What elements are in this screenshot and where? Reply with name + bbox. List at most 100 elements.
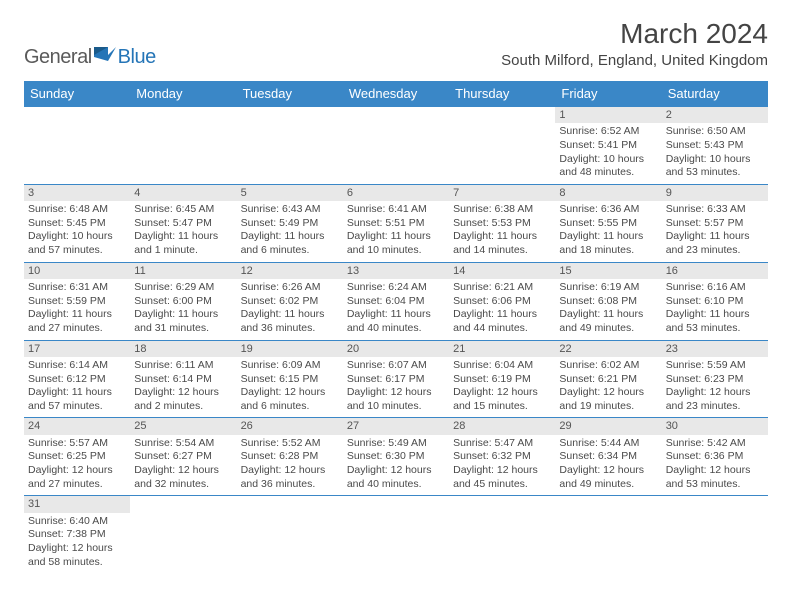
sunset-text: Sunset: 6:30 PM <box>347 450 445 464</box>
day-number: 20 <box>343 341 449 357</box>
page-header: General Blue March 2024 South Milford, E… <box>0 0 792 73</box>
day-details: Sunrise: 5:52 AMSunset: 6:28 PMDaylight:… <box>237 435 343 496</box>
day-number: 25 <box>130 418 236 434</box>
day-details: Sunrise: 6:16 AMSunset: 6:10 PMDaylight:… <box>662 279 768 340</box>
daylight-text: Daylight: 10 hours and 53 minutes. <box>666 153 764 180</box>
day-details: Sunrise: 6:11 AMSunset: 6:14 PMDaylight:… <box>130 357 236 418</box>
day-number: 21 <box>449 341 555 357</box>
day-details: Sunrise: 5:54 AMSunset: 6:27 PMDaylight:… <box>130 435 236 496</box>
day-details: Sunrise: 5:44 AMSunset: 6:34 PMDaylight:… <box>555 435 661 496</box>
calendar-cell: 15Sunrise: 6:19 AMSunset: 6:08 PMDayligh… <box>555 262 661 340</box>
calendar-cell <box>449 496 555 573</box>
day-number: 19 <box>237 341 343 357</box>
calendar-cell: 24Sunrise: 5:57 AMSunset: 6:25 PMDayligh… <box>24 418 130 496</box>
sunrise-text: Sunrise: 6:36 AM <box>559 203 657 217</box>
day-number: 18 <box>130 341 236 357</box>
sunrise-text: Sunrise: 6:24 AM <box>347 281 445 295</box>
calendar-head: SundayMondayTuesdayWednesdayThursdayFrid… <box>24 81 768 107</box>
sunset-text: Sunset: 5:51 PM <box>347 217 445 231</box>
day-number: 2 <box>662 107 768 123</box>
sunrise-text: Sunrise: 6:31 AM <box>28 281 126 295</box>
calendar-cell: 19Sunrise: 6:09 AMSunset: 6:15 PMDayligh… <box>237 340 343 418</box>
calendar-cell: 25Sunrise: 5:54 AMSunset: 6:27 PMDayligh… <box>130 418 236 496</box>
calendar-cell: 7Sunrise: 6:38 AMSunset: 5:53 PMDaylight… <box>449 184 555 262</box>
day-number: 31 <box>24 496 130 512</box>
calendar-body: 1Sunrise: 6:52 AMSunset: 5:41 PMDaylight… <box>24 107 768 574</box>
sunset-text: Sunset: 6:08 PM <box>559 295 657 309</box>
calendar-cell: 28Sunrise: 5:47 AMSunset: 6:32 PMDayligh… <box>449 418 555 496</box>
daylight-text: Daylight: 10 hours and 48 minutes. <box>559 153 657 180</box>
day-number: 22 <box>555 341 661 357</box>
calendar-cell: 27 Sunrise: 5:49 AMSunset: 6:30 PMDayligh… <box>343 418 449 496</box>
calendar-row: 1Sunrise: 6:52 AMSunset: 5:41 PMDaylight… <box>24 107 768 185</box>
day-number: 12 <box>237 263 343 279</box>
sunrise-text: Sunrise: 6:45 AM <box>134 203 232 217</box>
day-number: 5 <box>237 185 343 201</box>
calendar-cell: 14Sunrise: 6:21 AMSunset: 6:06 PMDayligh… <box>449 262 555 340</box>
day-number: 24 <box>24 418 130 434</box>
calendar-cell: 21Sunrise: 6:04 AMSunset: 6:19 PMDayligh… <box>449 340 555 418</box>
day-number: 8 <box>555 185 661 201</box>
calendar-row: 31Sunrise: 6:40 AMSunset: 7:38 PMDayligh… <box>24 496 768 573</box>
daylight-text: Daylight: 11 hours and 53 minutes. <box>666 308 764 335</box>
sunset-text: Sunset: 6:34 PM <box>559 450 657 464</box>
calendar-cell: 29Sunrise: 5:44 AMSunset: 6:34 PMDayligh… <box>555 418 661 496</box>
calendar-row: 17Sunrise: 6:14 AMSunset: 6:12 PMDayligh… <box>24 340 768 418</box>
sunrise-text: Sunrise: 6:40 AM <box>28 515 126 529</box>
day-details: Sunrise: 6:50 AMSunset: 5:43 PMDaylight:… <box>662 123 768 184</box>
day-number: 10 <box>24 263 130 279</box>
daylight-text: Daylight: 11 hours and 23 minutes. <box>666 230 764 257</box>
day-details: Sunrise: 6:48 AMSunset: 5:45 PMDaylight:… <box>24 201 130 262</box>
day-number: 16 <box>662 263 768 279</box>
calendar-cell: 17Sunrise: 6:14 AMSunset: 6:12 PMDayligh… <box>24 340 130 418</box>
day-details: Sunrise: 5:47 AMSunset: 6:32 PMDaylight:… <box>449 435 555 496</box>
sunset-text: Sunset: 6:10 PM <box>666 295 764 309</box>
day-details: Sunrise: 6:40 AMSunset: 7:38 PMDaylight:… <box>24 513 130 574</box>
day-details: Sunrise: 6:19 AMSunset: 6:08 PMDaylight:… <box>555 279 661 340</box>
daylight-text: Daylight: 11 hours and 1 minute. <box>134 230 232 257</box>
sunset-text: Sunset: 7:38 PM <box>28 528 126 542</box>
daylight-text: Daylight: 11 hours and 27 minutes. <box>28 308 126 335</box>
daylight-text: Daylight: 12 hours and 15 minutes. <box>453 386 551 413</box>
sunset-text: Sunset: 5:43 PM <box>666 139 764 153</box>
calendar-cell: 16Sunrise: 6:16 AMSunset: 6:10 PMDayligh… <box>662 262 768 340</box>
daylight-text: Daylight: 12 hours and 27 minutes. <box>28 464 126 491</box>
sunrise-text: Sunrise: 5:47 AM <box>453 437 551 451</box>
calendar-cell: 8Sunrise: 6:36 AMSunset: 5:55 PMDaylight… <box>555 184 661 262</box>
sunrise-text: Sunrise: 5:49 AM <box>347 437 445 451</box>
calendar-cell: 4Sunrise: 6:45 AMSunset: 5:47 PMDaylight… <box>130 184 236 262</box>
day-number: 29 <box>555 418 661 434</box>
calendar-cell: 13Sunrise: 6:24 AMSunset: 6:04 PMDayligh… <box>343 262 449 340</box>
daylight-text: Daylight: 12 hours and 40 minutes. <box>347 464 445 491</box>
day-details: Sunrise: 6:38 AMSunset: 5:53 PMDaylight:… <box>449 201 555 262</box>
day-number: 14 <box>449 263 555 279</box>
day-details: Sunrise: 6:43 AMSunset: 5:49 PMDaylight:… <box>237 201 343 262</box>
daylight-text: Daylight: 11 hours and 18 minutes. <box>559 230 657 257</box>
sunrise-text: Sunrise: 5:42 AM <box>666 437 764 451</box>
sunrise-text: Sunrise: 6:16 AM <box>666 281 764 295</box>
day-details: Sunrise: 6:29 AMSunset: 6:00 PMDaylight:… <box>130 279 236 340</box>
month-title: March 2024 <box>501 18 768 50</box>
sunset-text: Sunset: 5:53 PM <box>453 217 551 231</box>
daylight-text: Daylight: 12 hours and 45 minutes. <box>453 464 551 491</box>
sunrise-text: Sunrise: 6:07 AM <box>347 359 445 373</box>
sunset-text: Sunset: 5:57 PM <box>666 217 764 231</box>
daylight-text: Daylight: 11 hours and 36 minutes. <box>241 308 339 335</box>
sunset-text: Sunset: 6:32 PM <box>453 450 551 464</box>
day-number: 27 <box>343 418 449 434</box>
day-details: Sunrise: 6:33 AMSunset: 5:57 PMDaylight:… <box>662 201 768 262</box>
logo: General Blue <box>24 46 156 69</box>
sunset-text: Sunset: 5:49 PM <box>241 217 339 231</box>
calendar-cell: 18Sunrise: 6:11 AMSunset: 6:14 PMDayligh… <box>130 340 236 418</box>
daylight-text: Daylight: 12 hours and 10 minutes. <box>347 386 445 413</box>
sunrise-text: Sunrise: 6:09 AM <box>241 359 339 373</box>
calendar-row: 10Sunrise: 6:31 AMSunset: 5:59 PMDayligh… <box>24 262 768 340</box>
calendar-cell: 22Sunrise: 6:02 AMSunset: 6:21 PMDayligh… <box>555 340 661 418</box>
sunset-text: Sunset: 6:21 PM <box>559 373 657 387</box>
sunrise-text: Sunrise: 6:41 AM <box>347 203 445 217</box>
calendar-cell <box>343 107 449 185</box>
daylight-text: Daylight: 12 hours and 53 minutes. <box>666 464 764 491</box>
sunrise-text: Sunrise: 6:04 AM <box>453 359 551 373</box>
sunset-text: Sunset: 6:25 PM <box>28 450 126 464</box>
sunrise-text: Sunrise: 6:33 AM <box>666 203 764 217</box>
